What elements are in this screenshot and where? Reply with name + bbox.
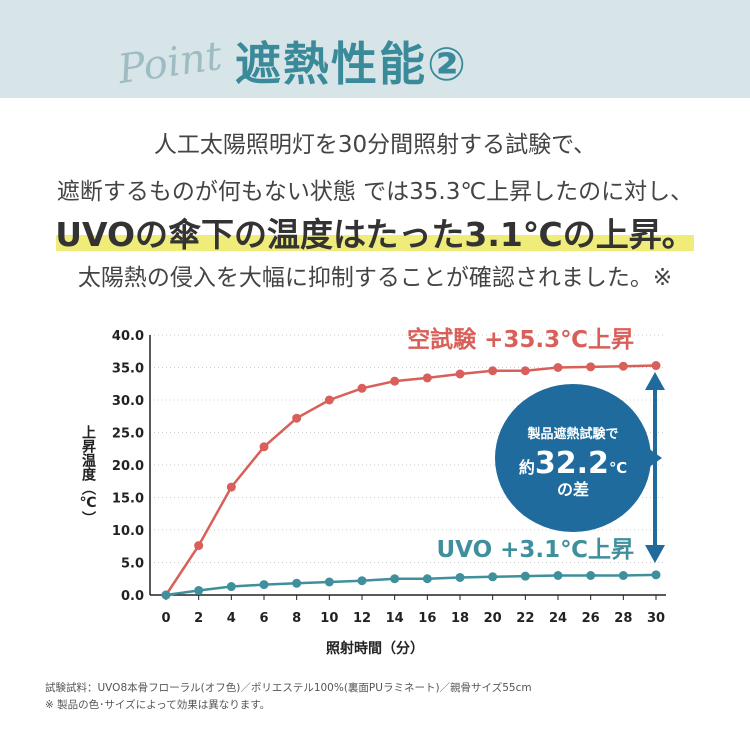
bubble-pointer bbox=[648, 448, 662, 468]
header-band bbox=[0, 0, 750, 98]
series-label-blank: 空試験 +35.3℃上昇 bbox=[407, 326, 634, 353]
x-tick-label: 12 bbox=[353, 611, 371, 626]
data-point-0 bbox=[586, 362, 596, 372]
x-tick-label: 30 bbox=[647, 611, 665, 626]
data-point-0 bbox=[259, 442, 269, 452]
highlight-marker bbox=[56, 235, 694, 251]
page-title: 遮熱性能② bbox=[235, 37, 468, 91]
footnote-line-1: 試験試料：UVO8本骨フローラル(オフ色)／ポリエステル100%(裏面PUラミネ… bbox=[45, 682, 532, 694]
bubble-line-3: の差 bbox=[557, 480, 589, 499]
y-tick-label: 25.0 bbox=[112, 427, 144, 442]
series-line-0 bbox=[164, 364, 657, 596]
data-point-0 bbox=[292, 413, 302, 423]
x-tick-label: 18 bbox=[451, 611, 469, 626]
data-point-0 bbox=[390, 376, 400, 386]
x-tick-label: 8 bbox=[292, 611, 301, 626]
x-axis-label: 照射時間（分） bbox=[326, 641, 424, 657]
arrow-up-icon bbox=[645, 372, 665, 390]
y-tick-label: 10.0 bbox=[112, 524, 144, 539]
x-tick-label: 26 bbox=[582, 611, 600, 626]
x-tick-label: 24 bbox=[549, 611, 567, 626]
intro-headline: UVOの傘下の温度はたった3.1℃の上昇。 bbox=[55, 215, 695, 254]
x-tick-label: 2 bbox=[194, 611, 203, 626]
series-line-1 bbox=[165, 573, 657, 597]
data-point-0 bbox=[226, 482, 236, 492]
difference-bubble bbox=[495, 384, 651, 532]
x-tick-label: 4 bbox=[227, 611, 236, 626]
data-point-1 bbox=[390, 574, 400, 584]
y-tick-label: 5.0 bbox=[121, 557, 144, 572]
data-point-0 bbox=[651, 361, 661, 371]
x-tick-label: 16 bbox=[418, 611, 436, 626]
data-point-1 bbox=[422, 574, 432, 584]
data-point-1 bbox=[455, 572, 465, 582]
data-point-1 bbox=[161, 590, 171, 600]
data-point-0 bbox=[455, 369, 465, 379]
data-point-1 bbox=[292, 578, 302, 588]
y-tick-label: 35.0 bbox=[112, 362, 144, 377]
arrow-down-icon bbox=[645, 545, 665, 563]
x-tick-label: 6 bbox=[259, 611, 268, 626]
data-point-1 bbox=[586, 571, 596, 580]
y-tick-label: 40.0 bbox=[112, 329, 144, 344]
x-tick-label: 0 bbox=[161, 611, 170, 626]
y-tick-label: 15.0 bbox=[112, 492, 144, 507]
data-point-1 bbox=[651, 570, 661, 580]
x-tick-label: 28 bbox=[614, 611, 632, 626]
data-point-0 bbox=[194, 541, 204, 551]
x-tick-label: 22 bbox=[516, 611, 534, 626]
footnote: 試験試料：UVO8本骨フローラル(オフ色)／ポリエステル100%(裏面PUラミネ… bbox=[45, 680, 532, 714]
data-point-1 bbox=[194, 585, 204, 595]
bubble-value: 約32.2℃ bbox=[519, 446, 627, 481]
intro-line-1: 人工太陽照明灯を30分間照射する試験で、 bbox=[153, 132, 597, 158]
data-point-0 bbox=[618, 361, 628, 371]
data-point-0 bbox=[520, 366, 530, 376]
data-point-1 bbox=[357, 576, 367, 586]
bubble-line-1: 製品遮熱試験で bbox=[526, 426, 618, 442]
data-point-1 bbox=[553, 571, 563, 580]
y-tick-label: 0.0 bbox=[121, 589, 144, 604]
data-point-0 bbox=[422, 373, 432, 383]
y-axis-label: 上昇温度（℃） bbox=[80, 425, 96, 525]
x-tick-label: 10 bbox=[320, 611, 338, 626]
series-label-uvo: UVO +3.1℃上昇 bbox=[437, 537, 635, 563]
intro-line-2: 遮断するものが何もない状態 では35.3℃上昇したのに対し、 bbox=[56, 179, 694, 205]
x-tick-label: 20 bbox=[484, 611, 502, 626]
data-point-1 bbox=[259, 580, 269, 590]
data-point-0 bbox=[553, 363, 563, 372]
data-point-1 bbox=[520, 571, 530, 581]
data-point-1 bbox=[618, 571, 628, 580]
data-point-0 bbox=[488, 366, 498, 376]
data-point-1 bbox=[226, 582, 236, 592]
data-point-1 bbox=[324, 577, 334, 587]
y-tick-label: 20.0 bbox=[112, 459, 144, 474]
intro-line-4: 太陽熱の侵入を大幅に抑制することが確認されました。※ bbox=[77, 265, 673, 291]
data-point-0 bbox=[324, 395, 334, 405]
data-point-0 bbox=[357, 383, 367, 393]
x-tick-label: 14 bbox=[386, 611, 404, 626]
y-tick-label: 30.0 bbox=[112, 394, 144, 409]
data-point-1 bbox=[488, 572, 498, 582]
footnote-line-2: ※ 製品の色･サイズによって効果は異なります。 bbox=[45, 699, 271, 711]
